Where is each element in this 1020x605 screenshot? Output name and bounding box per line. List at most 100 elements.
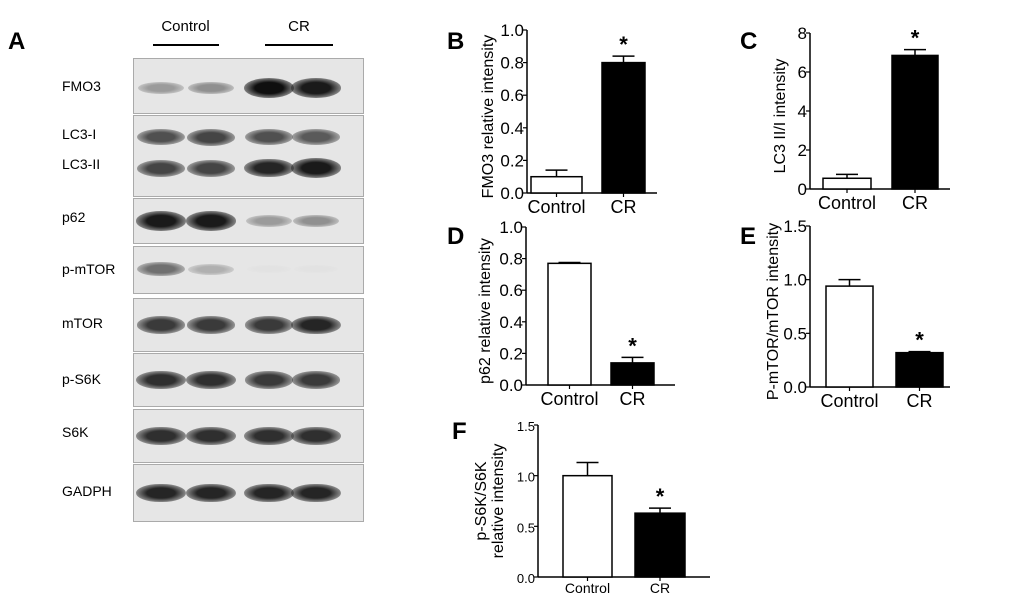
blot-band [188, 263, 234, 275]
bar-cr [634, 512, 686, 578]
x-tick-label: CR [902, 193, 928, 213]
significance-marker: * [915, 328, 924, 353]
blot-band [293, 264, 339, 274]
panel-label-f: F [452, 418, 467, 445]
significance-marker: * [911, 26, 920, 51]
blot-band [186, 483, 236, 503]
bar-control [530, 175, 583, 194]
blot-band [186, 316, 236, 334]
x-tick-label: Control [820, 391, 878, 411]
blot-panel [133, 464, 364, 522]
blot-band [244, 426, 294, 446]
blot-row-label: S6K [62, 424, 89, 440]
blot-row-label: mTOR [62, 315, 103, 331]
blot-band [244, 78, 294, 98]
bar-cr [891, 54, 939, 190]
y-tick-label: 0.2 [500, 151, 524, 170]
y-axis-label: p-S6K/S6K [473, 461, 490, 540]
y-tick-label: 1.0 [517, 470, 535, 485]
blot-band [137, 261, 185, 277]
blot-band [291, 371, 341, 389]
group-label-control: Control [161, 18, 210, 35]
group-label-cr: CR [288, 18, 310, 35]
x-tick-label: CR [650, 580, 670, 596]
blot-band [291, 426, 341, 446]
y-tick-label: 0.0 [500, 184, 524, 203]
blot-panel [133, 409, 364, 463]
blot-band [244, 128, 294, 146]
panel-label-d: D [447, 223, 465, 250]
blot-row-label: p62 [62, 209, 86, 225]
y-axis-label: LC3 II/I intensity [772, 59, 789, 174]
panel-label-e: E [740, 223, 757, 250]
blot-band [136, 211, 186, 231]
x-tick-label: CR [907, 391, 933, 411]
group-line-control [153, 44, 219, 46]
blot-panel [133, 246, 364, 294]
blot-band [291, 315, 341, 335]
y-tick-label: 0.2 [499, 344, 523, 363]
y-tick-label: 0.0 [783, 378, 807, 397]
blot-band [291, 158, 341, 178]
y-tick-label: 0.8 [499, 250, 523, 269]
blot-band [136, 159, 186, 177]
blot-band [136, 426, 186, 446]
y-tick-label: 0.4 [500, 119, 524, 138]
blot-band [186, 426, 236, 446]
x-tick-label: CR [620, 389, 646, 409]
blot-band [136, 316, 186, 334]
blot-band [291, 78, 341, 98]
blot-band [186, 211, 236, 231]
blot-row-label: p-S6K [62, 371, 101, 387]
significance-marker: * [628, 333, 637, 358]
blot-panel [133, 115, 364, 197]
x-tick-label: Control [818, 193, 876, 213]
blot-band [292, 129, 340, 145]
blot-panel [133, 198, 364, 244]
blot-band [186, 370, 236, 390]
blot-row-label: p-mTOR [62, 261, 116, 277]
panel-label-a: A [8, 28, 26, 55]
blot-band [187, 81, 235, 95]
blot-row-label: LC3-II [62, 156, 101, 172]
bar-control [822, 177, 872, 190]
bar-control [562, 474, 613, 578]
significance-marker: * [656, 484, 665, 509]
y-tick-label: 0.6 [500, 86, 524, 105]
blot-band [137, 81, 185, 95]
blot-band [186, 159, 236, 177]
blot-band [245, 214, 293, 228]
blot-panel [133, 58, 364, 114]
blot-band [244, 158, 294, 178]
bar-control [547, 262, 592, 386]
x-tick-label: Control [565, 580, 610, 596]
blot-band [291, 483, 341, 503]
x-tick-label: CR [611, 197, 637, 217]
blot-band [136, 483, 186, 503]
blot-band [244, 316, 294, 334]
significance-marker: * [619, 32, 628, 57]
x-tick-label: Control [527, 197, 585, 217]
blot-row-label: LC3-I [62, 126, 97, 142]
y-axis-label: P-mTOR/mTOR intensity [765, 223, 782, 400]
blot-band [244, 371, 294, 389]
blot-band [136, 370, 186, 390]
y-tick-label: 1.0 [499, 218, 523, 237]
bar-cr [895, 351, 944, 388]
y-tick-label: 0.0 [499, 376, 523, 395]
y-tick-label: 0.5 [783, 324, 807, 343]
y-tick-label: 0.6 [499, 281, 523, 300]
blot-row-label: GADPH [62, 483, 112, 499]
y-tick-label: 2 [798, 141, 807, 160]
blot-band [186, 128, 236, 146]
panel-label-c: C [740, 28, 758, 55]
bar-control [825, 285, 874, 388]
y-tick-label: 0.0 [517, 571, 535, 586]
bar-cr [601, 61, 646, 194]
blot-panel [133, 353, 364, 407]
bar-cr [610, 362, 655, 386]
y-tick-label: 0.5 [517, 520, 535, 535]
y-axis-label: p62 relative intensity [477, 238, 494, 384]
